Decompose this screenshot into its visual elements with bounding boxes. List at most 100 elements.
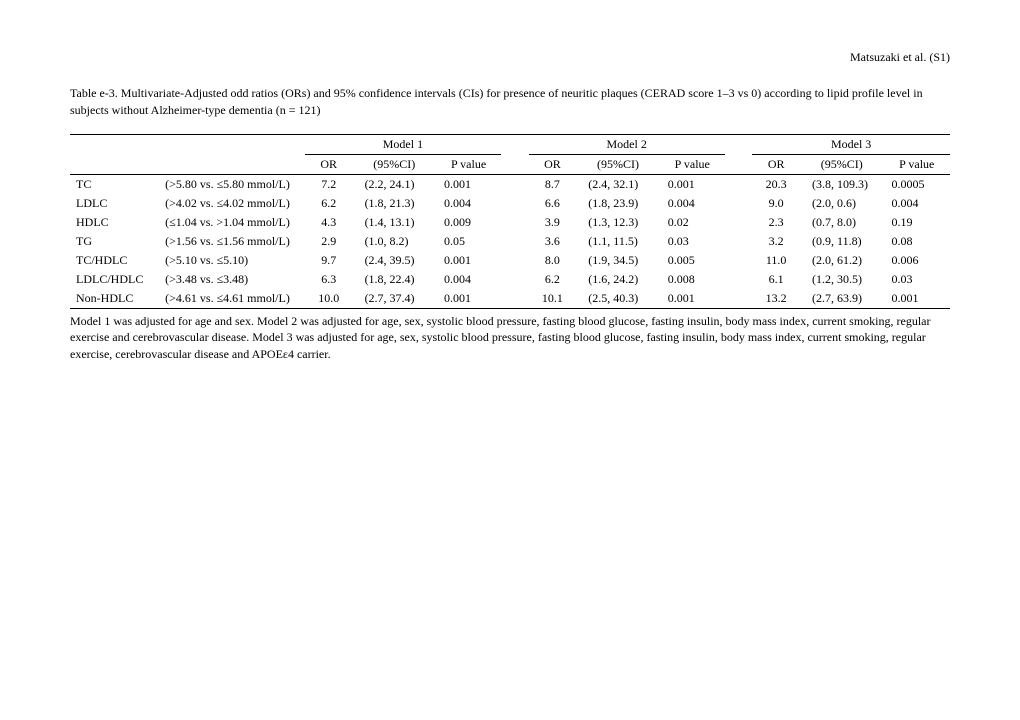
m1-or: 2.9 bbox=[305, 232, 353, 251]
table-row: TC/HDLC(>5.10 vs. ≤5.10)9.7(2.4, 39.5)0.… bbox=[70, 251, 950, 270]
table-row: Non-HDLC(>4.61 vs. ≤4.61 mmol/L)10.0(2.7… bbox=[70, 289, 950, 309]
m3-ci: (2.7, 63.9) bbox=[800, 289, 883, 309]
m2-or: 10.1 bbox=[529, 289, 577, 309]
spacer bbox=[501, 213, 529, 232]
row-comparison: (≤1.04 vs. >1.04 mmol/L) bbox=[159, 213, 305, 232]
m2-or: 8.0 bbox=[529, 251, 577, 270]
m3-ci: (2.0, 0.6) bbox=[800, 194, 883, 213]
m2-ci-header: (95%CI) bbox=[576, 154, 659, 174]
m1-p: 0.004 bbox=[436, 194, 501, 213]
results-table: Model 1 Model 2 Model 3 OR (95%CI) P val… bbox=[70, 134, 950, 309]
table-row: TC(>5.80 vs. ≤5.80 mmol/L)7.2(2.2, 24.1)… bbox=[70, 174, 950, 194]
m1-ci: (2.7, 37.4) bbox=[353, 289, 436, 309]
row-comparison: (>3.48 vs. ≤3.48) bbox=[159, 270, 305, 289]
m1-ci: (2.4, 39.5) bbox=[353, 251, 436, 270]
model2-header: Model 2 bbox=[529, 134, 725, 154]
m3-p: 0.006 bbox=[884, 251, 951, 270]
m1-or: 6.2 bbox=[305, 194, 353, 213]
table-row: LDLC/HDLC(>3.48 vs. ≤3.48)6.3(1.8, 22.4)… bbox=[70, 270, 950, 289]
m1-or: 4.3 bbox=[305, 213, 353, 232]
table-row: LDLC(>4.02 vs. ≤4.02 mmol/L)6.2(1.8, 21.… bbox=[70, 194, 950, 213]
m3-ci: (0.7, 8.0) bbox=[800, 213, 883, 232]
m1-p: 0.05 bbox=[436, 232, 501, 251]
row-label: TC/HDLC bbox=[70, 251, 159, 270]
m1-or-header: OR bbox=[305, 154, 353, 174]
m3-ci: (1.2, 30.5) bbox=[800, 270, 883, 289]
m2-ci: (1.9, 34.5) bbox=[576, 251, 659, 270]
spacer bbox=[725, 270, 753, 289]
m2-ci: (1.8, 23.9) bbox=[576, 194, 659, 213]
model1-header: Model 1 bbox=[305, 134, 501, 154]
m3-or: 9.0 bbox=[752, 194, 800, 213]
m3-ci: (0.9, 11.8) bbox=[800, 232, 883, 251]
m1-ci: (1.4, 13.1) bbox=[353, 213, 436, 232]
m3-or: 20.3 bbox=[752, 174, 800, 194]
m3-p: 0.19 bbox=[884, 213, 951, 232]
m3-ci-header: (95%CI) bbox=[800, 154, 883, 174]
m1-ci: (1.0, 8.2) bbox=[353, 232, 436, 251]
row-label: TG bbox=[70, 232, 159, 251]
table-footnote: Model 1 was adjusted for age and sex. Mo… bbox=[70, 313, 950, 363]
row-label: TC bbox=[70, 174, 159, 194]
m2-or: 3.6 bbox=[529, 232, 577, 251]
m2-ci: (2.4, 32.1) bbox=[576, 174, 659, 194]
m2-or-header: OR bbox=[529, 154, 577, 174]
m2-ci: (1.3, 12.3) bbox=[576, 213, 659, 232]
m3-ci: (3.8, 109.3) bbox=[800, 174, 883, 194]
m1-p: 0.001 bbox=[436, 174, 501, 194]
m1-or: 6.3 bbox=[305, 270, 353, 289]
row-comparison: (>5.80 vs. ≤5.80 mmol/L) bbox=[159, 174, 305, 194]
m2-p-header: P value bbox=[660, 154, 725, 174]
m3-or-header: OR bbox=[752, 154, 800, 174]
spacer bbox=[501, 232, 529, 251]
m3-or: 3.2 bbox=[752, 232, 800, 251]
spacer bbox=[501, 289, 529, 309]
m1-or: 7.2 bbox=[305, 174, 353, 194]
m2-p: 0.008 bbox=[660, 270, 725, 289]
m1-p: 0.004 bbox=[436, 270, 501, 289]
spacer bbox=[501, 251, 529, 270]
m3-or: 2.3 bbox=[752, 213, 800, 232]
m2-p: 0.02 bbox=[660, 213, 725, 232]
m3-p-header: P value bbox=[884, 154, 951, 174]
spacer bbox=[725, 232, 753, 251]
m2-or: 6.6 bbox=[529, 194, 577, 213]
m1-p: 0.001 bbox=[436, 289, 501, 309]
m1-p-header: P value bbox=[436, 154, 501, 174]
spacer bbox=[725, 213, 753, 232]
model3-header: Model 3 bbox=[752, 134, 950, 154]
row-label: Non-HDLC bbox=[70, 289, 159, 309]
spacer bbox=[501, 174, 529, 194]
m1-p: 0.009 bbox=[436, 213, 501, 232]
spacer bbox=[501, 270, 529, 289]
row-label: LDLC bbox=[70, 194, 159, 213]
m2-ci: (1.6, 24.2) bbox=[576, 270, 659, 289]
m1-p: 0.001 bbox=[436, 251, 501, 270]
m1-ci: (2.2, 24.1) bbox=[353, 174, 436, 194]
m1-or: 9.7 bbox=[305, 251, 353, 270]
table-caption: Table e-3. Multivariate-Adjusted odd rat… bbox=[70, 85, 950, 119]
spacer bbox=[725, 194, 753, 213]
m1-or: 10.0 bbox=[305, 289, 353, 309]
m1-ci: (1.8, 22.4) bbox=[353, 270, 436, 289]
spacer bbox=[725, 251, 753, 270]
spacer bbox=[725, 174, 753, 194]
spacer bbox=[725, 289, 753, 309]
m3-p: 0.03 bbox=[884, 270, 951, 289]
row-comparison: (>4.02 vs. ≤4.02 mmol/L) bbox=[159, 194, 305, 213]
m2-or: 8.7 bbox=[529, 174, 577, 194]
m2-p: 0.001 bbox=[660, 289, 725, 309]
spacer bbox=[501, 194, 529, 213]
m2-or: 3.9 bbox=[529, 213, 577, 232]
table-row: TG(>1.56 vs. ≤1.56 mmol/L)2.9(1.0, 8.2)0… bbox=[70, 232, 950, 251]
m3-p: 0.004 bbox=[884, 194, 951, 213]
m2-p: 0.001 bbox=[660, 174, 725, 194]
row-comparison: (>4.61 vs. ≤4.61 mmol/L) bbox=[159, 289, 305, 309]
m3-or: 11.0 bbox=[752, 251, 800, 270]
m3-or: 13.2 bbox=[752, 289, 800, 309]
citation: Matsuzaki et al. (S1) bbox=[70, 50, 950, 65]
table-row: HDLC(≤1.04 vs. >1.04 mmol/L)4.3(1.4, 13.… bbox=[70, 213, 950, 232]
m3-p: 0.0005 bbox=[884, 174, 951, 194]
m2-p: 0.004 bbox=[660, 194, 725, 213]
row-comparison: (>5.10 vs. ≤5.10) bbox=[159, 251, 305, 270]
